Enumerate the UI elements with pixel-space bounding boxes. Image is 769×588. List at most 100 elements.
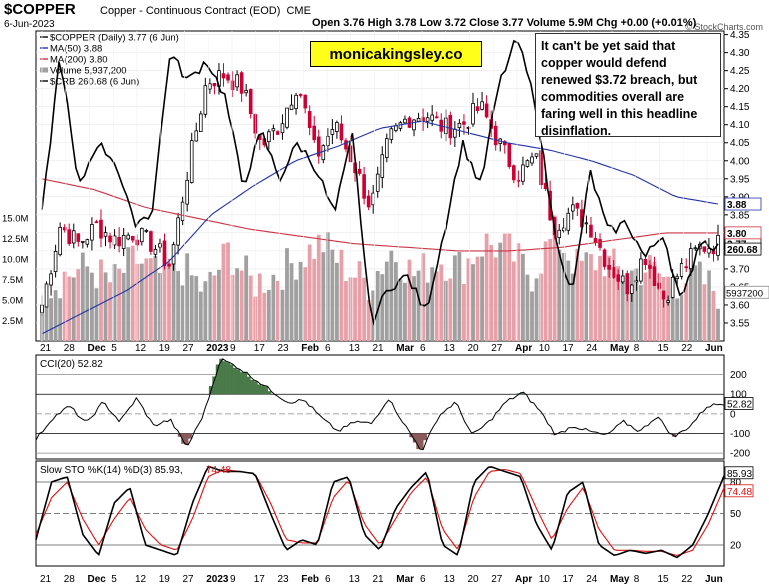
- candle-body: [688, 248, 693, 270]
- candle-body: [44, 283, 49, 308]
- volume-bar: [94, 288, 99, 341]
- candle-body: [457, 123, 462, 129]
- candle-body: [657, 282, 661, 289]
- candle-body: [85, 239, 90, 245]
- x-axis-label-bottom: Dec: [88, 574, 107, 585]
- volume-bar: [384, 261, 389, 341]
- candle-body: [267, 131, 271, 143]
- candle-body: [330, 129, 335, 135]
- volume-bar: [416, 270, 421, 341]
- legend-entry: MA(200) 3.80: [50, 55, 108, 66]
- volume-bar: [589, 254, 593, 341]
- candle-body: [566, 212, 571, 231]
- candle-body: [611, 267, 616, 278]
- candle-body: [335, 122, 339, 132]
- volume-bar: [117, 268, 122, 341]
- cci-tick-label: -100: [730, 429, 750, 440]
- volume-bar: [226, 242, 230, 341]
- sto-title: Slow STO %K(14) %D(3) 85.93,: [40, 465, 183, 476]
- candle-body: [203, 85, 208, 115]
- sto-value-label: 74.48: [727, 487, 752, 498]
- cci-fill-positive: [222, 361, 227, 395]
- x-axis-label: 6: [420, 343, 426, 354]
- volume-bar: [648, 255, 652, 341]
- candle-body: [298, 94, 303, 96]
- candle-body: [416, 117, 421, 122]
- price-tick-label: 4.30: [730, 48, 750, 59]
- candle-body: [484, 103, 489, 118]
- candle-body: [235, 74, 239, 88]
- volume-bar: [262, 292, 267, 341]
- candle-body: [434, 116, 439, 119]
- volume-bar: [389, 250, 394, 341]
- volume-bar: [162, 253, 167, 341]
- volume-tick-label: 15.0M: [2, 213, 28, 224]
- volume-bar: [502, 233, 507, 341]
- candle-body: [702, 246, 707, 252]
- candle-body: [321, 145, 326, 161]
- x-axis-label: 10: [539, 343, 551, 354]
- candle-body: [666, 300, 670, 303]
- volume-bar: [203, 281, 208, 341]
- candle-body: [512, 165, 516, 181]
- candle-body: [398, 122, 403, 129]
- x-axis-label-bottom: 22: [681, 574, 693, 585]
- volume-bar: [548, 238, 553, 341]
- x-axis-label-bottom: 6: [325, 574, 331, 585]
- candle-body: [711, 250, 716, 255]
- candle-body: [371, 192, 376, 206]
- cci-fill-positive: [260, 385, 265, 395]
- candle-body: [575, 203, 580, 209]
- volume-bar: [398, 279, 403, 341]
- volume-bar: [89, 272, 94, 341]
- x-axis-label: Apr: [515, 343, 532, 354]
- cci-fill-positive: [219, 358, 223, 395]
- price-tick-label: 3.60: [730, 300, 750, 311]
- volume-bar: [403, 282, 407, 341]
- volume-bar: [679, 294, 684, 341]
- candle-body: [171, 244, 176, 265]
- price-tick-label: 4.20: [730, 84, 750, 95]
- volume-bar: [230, 274, 235, 341]
- volume-bar: [393, 262, 398, 341]
- candle-body: [425, 117, 430, 122]
- volume-tick-label: 2.5M: [2, 316, 23, 327]
- x-axis-label-bottom: 13: [444, 574, 456, 585]
- volume-bar: [371, 290, 376, 341]
- x-axis-label-bottom: 15: [658, 574, 670, 585]
- volume-tick-label: 10.0M: [2, 254, 28, 265]
- volume-bar: [189, 275, 194, 341]
- volume-bar: [448, 278, 453, 341]
- candle-body: [117, 237, 121, 247]
- candle-body: [135, 239, 140, 246]
- candle-body: [230, 80, 235, 90]
- volume-bar: [334, 262, 339, 341]
- volume-bar: [493, 257, 498, 341]
- candle-body: [375, 173, 380, 192]
- x-axis-label-bottom: 28: [64, 574, 76, 585]
- x-axis-label: 24: [586, 343, 598, 354]
- price-label-box: [724, 226, 762, 240]
- candle-body: [534, 153, 539, 157]
- cci-fill-positive: [236, 369, 241, 395]
- candle-body: [571, 204, 575, 212]
- ma200-line: [41, 178, 718, 252]
- volume-bar: [521, 253, 525, 341]
- candle-body: [149, 231, 153, 252]
- candle-body: [81, 240, 85, 243]
- volume-bar: [194, 276, 199, 341]
- cci-fill-positive: [246, 376, 251, 395]
- x-axis-label-bottom: 23: [278, 574, 290, 585]
- volume-bar: [670, 287, 675, 341]
- x-axis-label: Feb: [301, 343, 319, 354]
- volume-bar: [566, 260, 571, 341]
- volume-bar: [457, 251, 462, 341]
- x-axis-label: 17: [254, 343, 266, 354]
- annotation-note: It can't be yet said that copper would d…: [535, 33, 721, 138]
- candle-body: [629, 284, 634, 294]
- candle-body: [525, 160, 530, 167]
- volume-bar: [85, 266, 90, 341]
- candle-body: [634, 280, 639, 283]
- sto-tick-label: 20: [730, 541, 742, 552]
- x-axis-label-bottom: 21: [40, 574, 52, 585]
